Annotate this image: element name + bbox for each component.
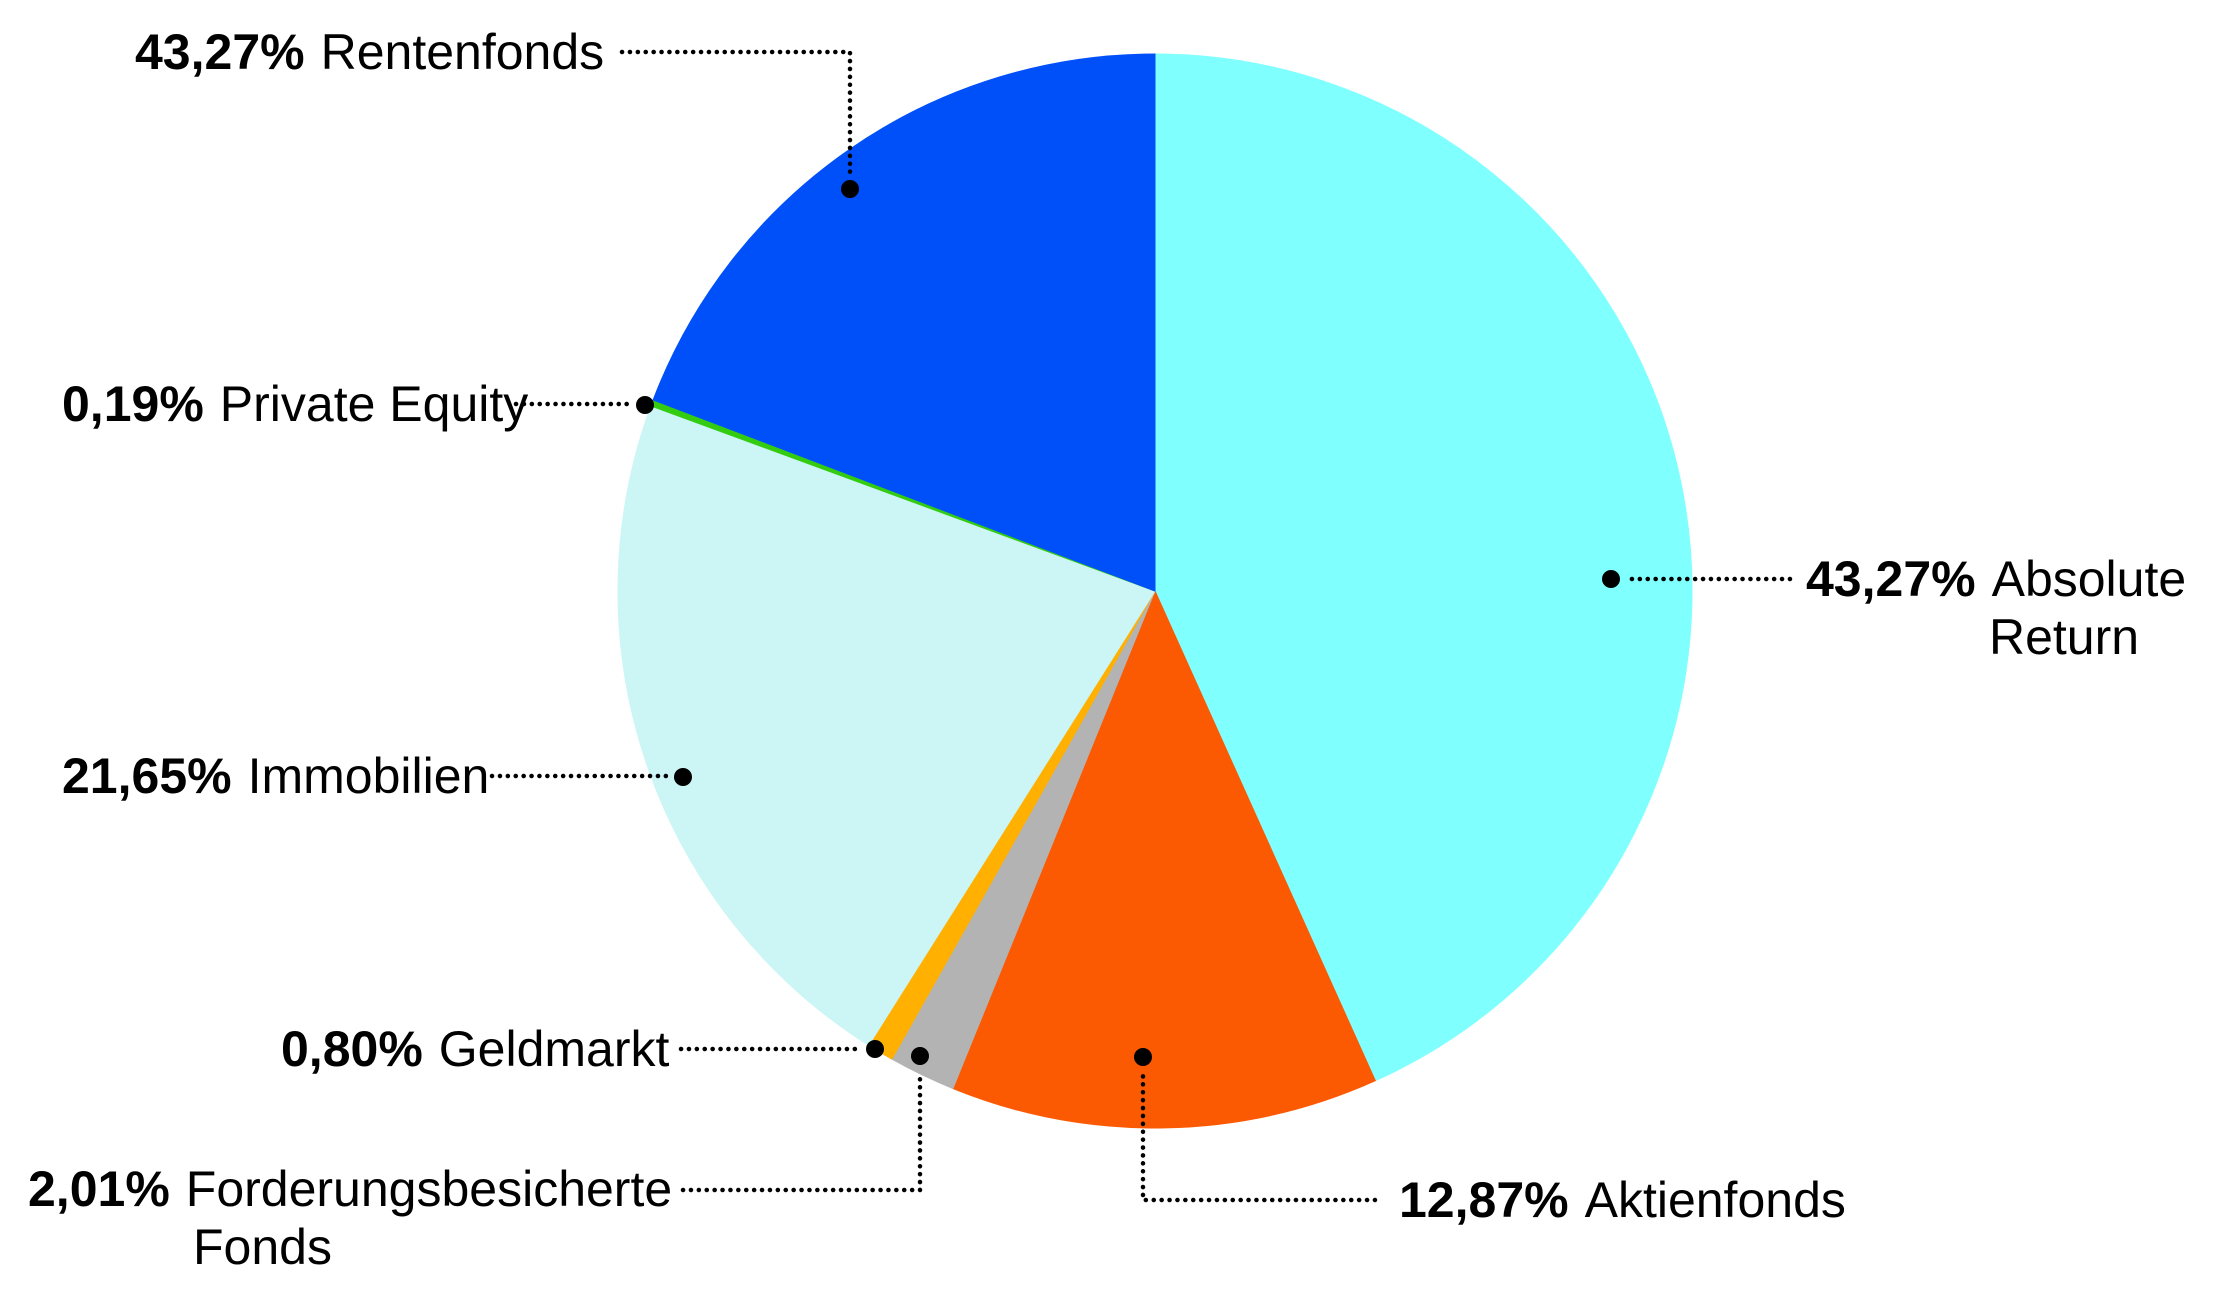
aktienfonds-anchor-dot <box>1134 1048 1152 1066</box>
slice-name: Immobilien <box>247 748 490 804</box>
callout-label-absolute-return: 43,27% Absolute Return <box>1806 550 2186 666</box>
slice-percent: 21,65% <box>62 748 232 804</box>
slice-percent: 43,27% <box>1806 551 1976 607</box>
callout-line1: 0,80% Geldmarkt <box>281 1020 669 1078</box>
callout-label-geldmarkt: 0,80% Geldmarkt <box>281 1020 669 1078</box>
callout-line1: 2,01% Forderungsbesicherte <box>28 1160 672 1218</box>
geldmarkt-anchor-dot <box>866 1040 884 1058</box>
callout-line1: 43,27% Rentenfonds <box>135 23 604 81</box>
slice-percent: 12,87% <box>1399 1172 1569 1228</box>
pie-slice-immobilien <box>617 405 1156 1046</box>
slice-percent: 0,80% <box>281 1021 423 1077</box>
slice-name: Private Equity <box>219 376 529 432</box>
callout-label-rentenfonds: 43,27% Rentenfonds <box>135 23 604 81</box>
slice-name: Geldmarkt <box>438 1021 670 1077</box>
slice-percent: 0,19% <box>62 376 204 432</box>
pie-slice-aktienfonds <box>952 589 1377 1129</box>
slice-percent: 2,01% <box>28 1161 170 1217</box>
slice-name: Forderungsbesicherte <box>185 1161 673 1217</box>
pie-slice-absolute-return <box>1154 53 1693 1082</box>
slice-name: Rentenfonds <box>320 24 605 80</box>
callout-label-forderungsbesicherte-fonds: 2,01% Forderungsbesicherte Fonds <box>28 1160 672 1276</box>
callout-label-aktienfonds: 12,87% Aktienfonds <box>1399 1171 1846 1229</box>
callout-line1: 43,27% Absolute <box>1806 550 2186 608</box>
slice-name: Aktienfonds <box>1584 1172 1846 1228</box>
aktienfonds-leader-line <box>1140 1069 1378 1203</box>
rentenfonds-leader-line <box>619 49 853 179</box>
callout-line2: Fonds <box>193 1219 332 1275</box>
callout-label-private-equity: 0,19% Private Equity <box>62 375 528 433</box>
absolute-return-anchor-dot <box>1602 570 1620 588</box>
callout-line1: 0,19% Private Equity <box>62 375 528 433</box>
rentenfonds-anchor-dot <box>841 180 859 198</box>
callout-line1: 12,87% Aktienfonds <box>1399 1171 1846 1229</box>
callout-line1: 21,65% Immobilien <box>62 747 489 805</box>
callout-line2: Return <box>1989 609 2140 665</box>
callout-label-immobilien: 21,65% Immobilien <box>62 747 489 805</box>
immobilien-anchor-dot <box>674 768 692 786</box>
forderungsbesicherte-fonds-anchor-dot <box>911 1047 929 1065</box>
slice-name: Absolute <box>1991 551 2187 607</box>
pie <box>617 53 1693 1129</box>
slice-percent: 43,27% <box>135 24 305 80</box>
forderungsbesicherte-fonds-leader-line <box>680 1069 923 1193</box>
private-equity-anchor-dot <box>636 396 654 414</box>
